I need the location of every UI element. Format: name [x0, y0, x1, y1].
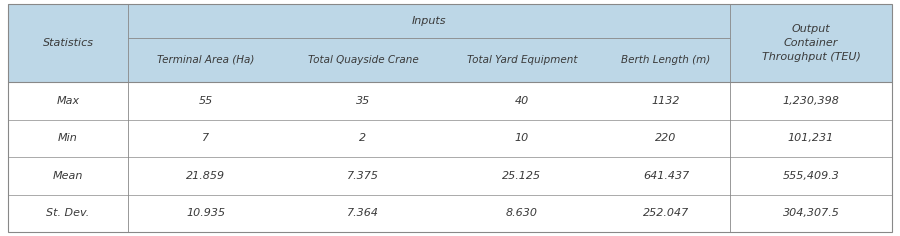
Text: Output
Container
Throughput (TEU): Output Container Throughput (TEU)	[761, 24, 860, 62]
Text: 1,230,398: 1,230,398	[783, 96, 840, 106]
Text: 8.630: 8.630	[506, 208, 538, 218]
Text: Terminal Area (Ha): Terminal Area (Ha)	[158, 55, 255, 65]
Text: 40: 40	[515, 96, 529, 106]
Text: 25.125: 25.125	[502, 171, 542, 181]
Text: 10: 10	[515, 133, 529, 143]
Text: 1132: 1132	[652, 96, 680, 106]
Text: 55: 55	[199, 96, 213, 106]
Text: 35: 35	[356, 96, 370, 106]
Text: 2: 2	[359, 133, 366, 143]
Text: 10.935: 10.935	[186, 208, 226, 218]
Bar	[8, 157, 892, 194]
Text: 7.375: 7.375	[347, 171, 379, 181]
Bar	[8, 119, 892, 157]
Text: 220: 220	[655, 133, 677, 143]
Bar	[8, 82, 892, 119]
Text: Statistics: Statistics	[42, 38, 94, 48]
Text: Total Yard Equipment: Total Yard Equipment	[467, 55, 577, 65]
Bar	[8, 194, 892, 232]
Text: Berth Length (m): Berth Length (m)	[621, 55, 711, 65]
Text: 7.364: 7.364	[347, 208, 379, 218]
Text: 101,231: 101,231	[788, 133, 834, 143]
Text: Total Quayside Crane: Total Quayside Crane	[308, 55, 418, 65]
Text: St. Dev.: St. Dev.	[47, 208, 90, 218]
Text: 7: 7	[202, 133, 210, 143]
Text: 21.859: 21.859	[186, 171, 226, 181]
Text: 641.437: 641.437	[643, 171, 689, 181]
Text: Max: Max	[57, 96, 79, 106]
Text: 304,307.5: 304,307.5	[783, 208, 840, 218]
Text: Min: Min	[58, 133, 78, 143]
Text: 252.047: 252.047	[643, 208, 689, 218]
Text: Mean: Mean	[53, 171, 83, 181]
Text: Inputs: Inputs	[412, 16, 446, 26]
Bar	[8, 4, 892, 82]
Text: 555,409.3: 555,409.3	[783, 171, 840, 181]
